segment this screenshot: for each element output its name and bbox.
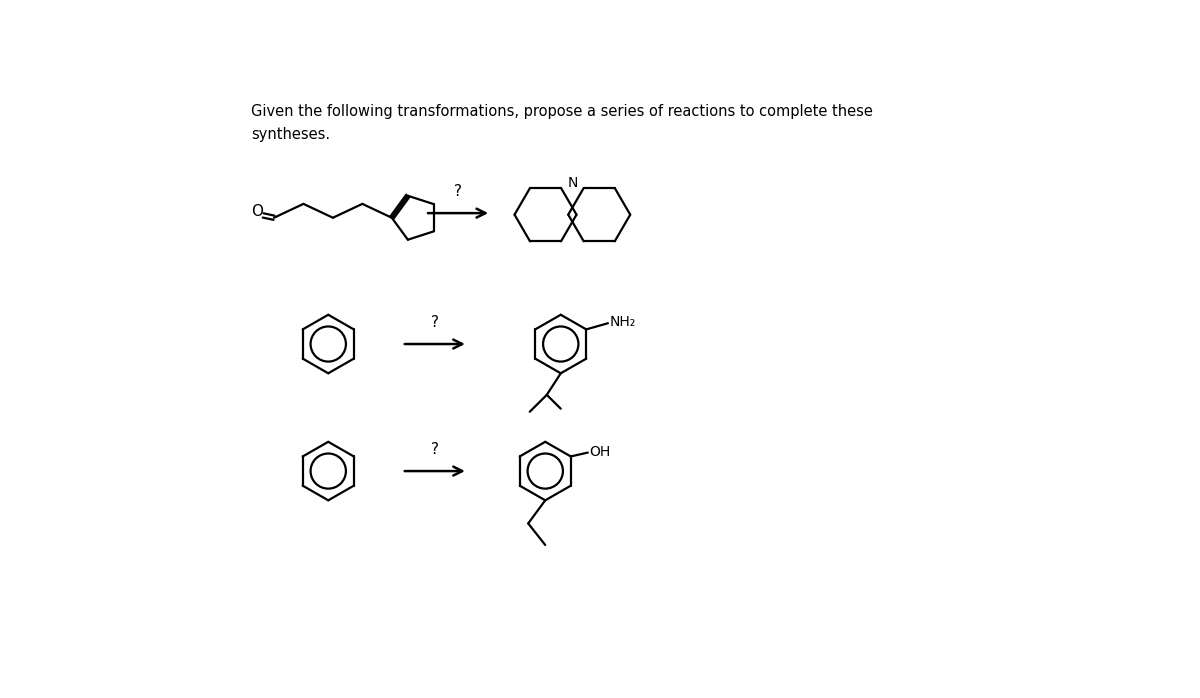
Text: OH: OH [589,445,611,459]
Text: O: O [251,204,263,219]
Text: Given the following transformations, propose a series of reactions to complete t: Given the following transformations, pro… [251,104,872,119]
Text: ?: ? [454,184,462,199]
Text: ?: ? [431,315,439,330]
Text: N: N [568,177,577,191]
Text: ?: ? [431,442,439,457]
Text: NH₂: NH₂ [610,315,636,329]
Text: syntheses.: syntheses. [251,127,330,142]
